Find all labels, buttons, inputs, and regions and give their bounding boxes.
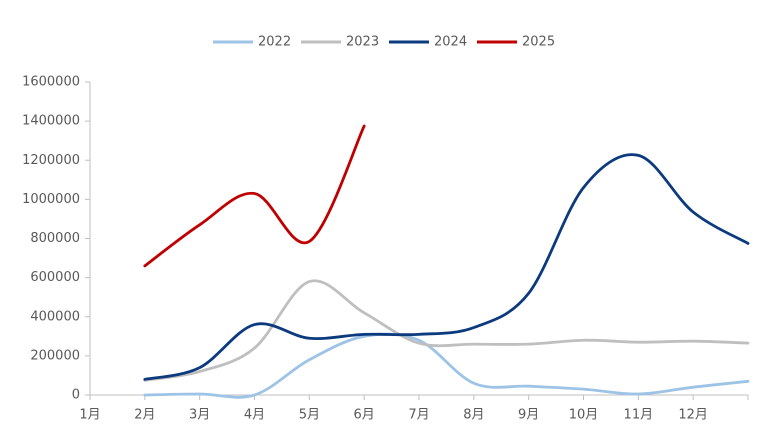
legend-label: 2025: [522, 35, 555, 50]
x-tick-label: 10月: [569, 408, 599, 423]
x-tick-label: 9月: [518, 408, 539, 423]
x-tick-label: 12月: [678, 408, 708, 423]
series-line: [143, 332, 750, 399]
y-tick-label: 1200000: [22, 153, 80, 168]
y-tick-label: 1400000: [22, 114, 80, 129]
legend-label: 2023: [346, 35, 379, 50]
x-tick-label: 3月: [189, 408, 210, 423]
series-line: [143, 153, 750, 381]
x-tick-label: 1月: [79, 408, 100, 423]
x-tick-label: 8月: [463, 408, 484, 423]
y-tick-label: 1600000: [22, 75, 80, 90]
x-tick-label: 7月: [408, 408, 429, 423]
y-tick-label: 600000: [30, 270, 80, 285]
x-tick-label: 5月: [299, 408, 320, 423]
y-tick-label: 0: [72, 388, 80, 403]
series-line: [143, 279, 750, 382]
x-tick-label: 2月: [134, 408, 155, 423]
x-tick-label: 4月: [244, 408, 265, 423]
y-tick-label: 400000: [30, 309, 80, 324]
y-tick-label: 200000: [30, 348, 80, 363]
y-tick-label: 800000: [30, 231, 80, 246]
x-tick-label: 11月: [624, 408, 654, 423]
legend-label: 2024: [434, 35, 467, 50]
x-tick-label: 6月: [354, 408, 375, 423]
y-tick-label: 1000000: [22, 192, 80, 207]
series-line: [143, 124, 366, 268]
legend-label: 2022: [258, 35, 291, 50]
